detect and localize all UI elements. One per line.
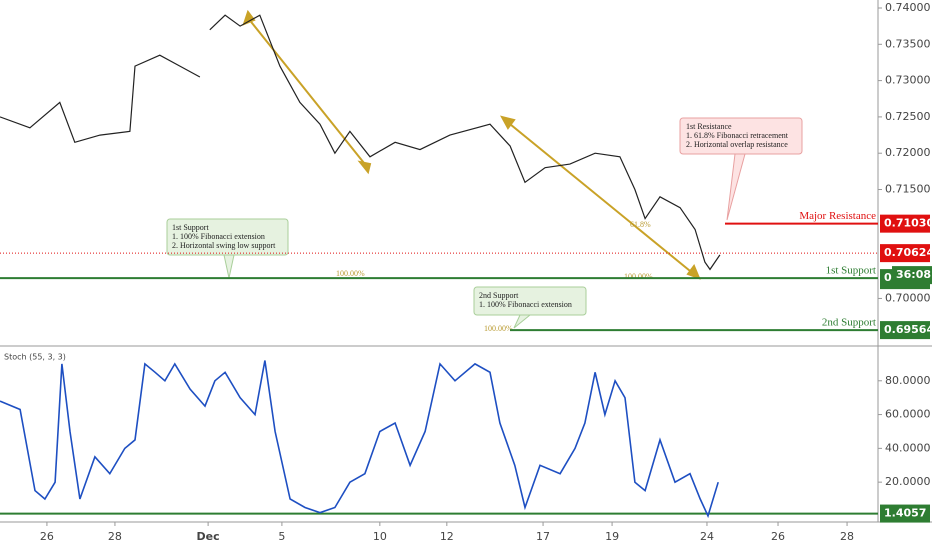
y-tick-label: 40.0000: [885, 441, 931, 454]
y-tick-label: 0.73000: [885, 74, 931, 87]
level-name: 1st Support: [826, 265, 876, 277]
level-tag: [880, 321, 930, 340]
note-line: 1. 100% Fibonacci extension: [172, 232, 265, 241]
support-note: 1st Support 1. 100% Fibonacci extension …: [166, 218, 289, 279]
x-tick-label: 28: [840, 530, 854, 543]
x-tick-label: 17: [536, 530, 550, 543]
y-tick-label: 0.72500: [885, 110, 931, 123]
y-tick-label: 20.0000: [885, 475, 931, 488]
level-label: 0.71030: [884, 217, 932, 230]
y-tick-label: 0.70000: [885, 291, 931, 304]
timer-label: 36:08: [896, 268, 931, 281]
x-tick-label: Dec: [197, 530, 220, 543]
level-label: 0.69564: [884, 323, 932, 336]
note-line: 2. Horizontal swing low support: [172, 241, 276, 250]
x-tick-label: 28: [108, 530, 122, 543]
level-name: 2nd Support: [822, 317, 876, 329]
y-tick-label: 0.72000: [885, 146, 931, 159]
resistance-note: 1st Resistance 1. 61.8% Fibonacci retrac…: [679, 117, 803, 221]
x-tick-label: 19: [605, 530, 619, 543]
trend-arrows: [242, 9, 701, 280]
level-tag: [880, 214, 930, 233]
x-tick-label: 5: [278, 530, 285, 543]
level-label: 1.4057: [884, 507, 926, 520]
y-tick-label: 0.73500: [885, 37, 931, 50]
x-tick-label: 12: [440, 530, 454, 543]
fib-labels: 100.00% 100.00% 100.00% 61.8%: [336, 220, 653, 333]
x-tick-label: 26: [40, 530, 54, 543]
second-support-note: 2nd Support 1. 100% Fibonacci extension: [473, 286, 587, 329]
level-label: 0.70624: [884, 246, 932, 259]
y-tick-label: 60.0000: [885, 408, 931, 421]
level-tag: [880, 244, 930, 263]
x-tick-label: 24: [700, 530, 714, 543]
level-label: 0.: [884, 271, 896, 284]
note-title: 1st Resistance: [686, 122, 732, 131]
timer-tag: [892, 266, 932, 285]
fib-label: 100.00%: [336, 269, 365, 278]
fib-label: 100.00%: [624, 272, 653, 281]
stoch-title: Stoch (55, 3, 3): [4, 353, 66, 362]
fib-label: 100.00%: [484, 324, 513, 333]
level-name: Major Resistance: [799, 210, 876, 222]
note-line: 2. Horizontal overlap resistance: [686, 140, 788, 149]
price-line: [0, 14, 721, 271]
x-tick-label: 26: [771, 530, 785, 543]
note-title: 1st Support: [172, 223, 209, 232]
level-tag: [880, 504, 930, 523]
note-title: 2nd Support: [479, 291, 519, 300]
note-line: 1. 61.8% Fibonacci retracement: [686, 131, 789, 140]
y-tick-label: 0.74000: [885, 1, 931, 14]
x-tick-label: 10: [373, 530, 387, 543]
y-tick-label: 0.71500: [885, 183, 931, 196]
note-line: 1. 100% Fibonacci extension: [479, 300, 572, 309]
fib-label: 61.8%: [630, 220, 651, 229]
price-line: [0, 360, 719, 519]
y-tick-label: 80.0000: [885, 374, 931, 387]
